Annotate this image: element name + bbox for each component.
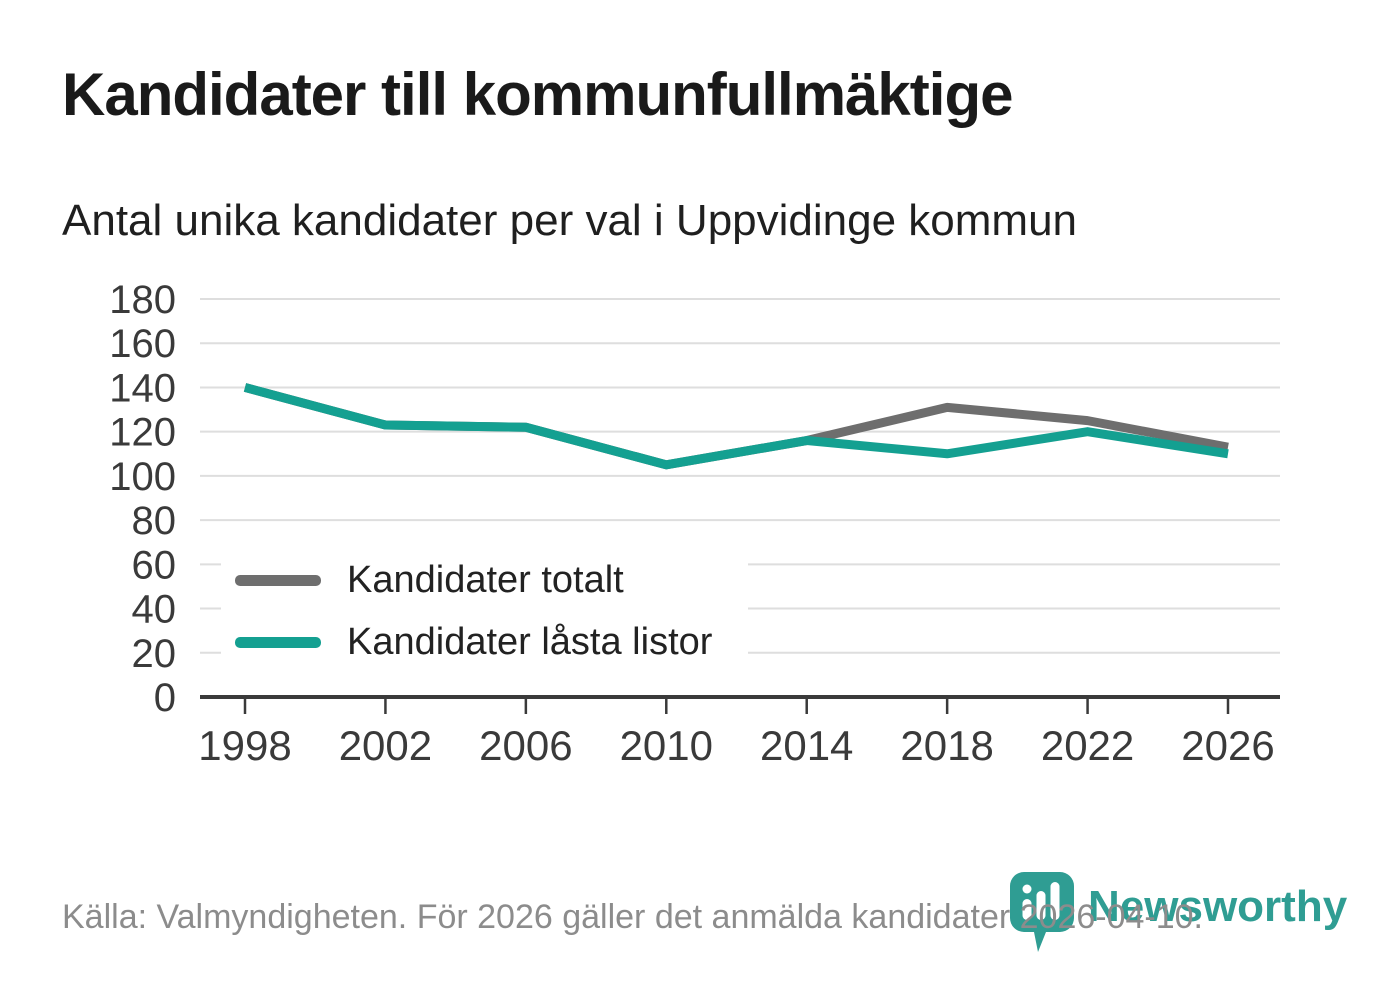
- x-tick-label: 2014: [760, 722, 853, 769]
- legend-item-locked-lists: Kandidater låsta listor: [235, 618, 712, 666]
- y-tick-label: 120: [109, 411, 176, 455]
- x-tick-label: 2026: [1181, 722, 1274, 769]
- newsworthy-icon: [1010, 872, 1074, 952]
- page-title: Kandidater till kommunfullmäktige: [62, 61, 1013, 128]
- x-tick-label: 2010: [620, 722, 713, 769]
- legend-swatch-locked-lists-icon: [235, 636, 321, 648]
- chart-legend: Kandidater totalt Kandidater låsta listo…: [221, 546, 749, 680]
- x-tick-label: 1998: [198, 722, 291, 769]
- newsworthy-logo-text: Newsworthy: [1088, 882, 1348, 931]
- page-subtitle: Antal unika kandidater per val i Uppvidi…: [62, 196, 1078, 245]
- legend-label-locked-lists: Kandidater låsta listor: [347, 620, 713, 663]
- newsworthy-logo: Newsworthy: [1010, 872, 1347, 954]
- y-tick-label: 20: [132, 632, 177, 676]
- legend-swatch-total-icon: [235, 574, 321, 586]
- y-tick-label: 40: [132, 588, 177, 632]
- y-tick-label: 160: [109, 322, 176, 366]
- y-tick-label: 180: [109, 278, 176, 322]
- y-tick-label: 0: [154, 676, 176, 720]
- x-tick-label: 2002: [339, 722, 432, 769]
- y-tick-label: 60: [132, 543, 177, 587]
- series-line-locked-lists: [243, 383, 1229, 470]
- y-tick-label: 140: [109, 366, 176, 410]
- x-tick-label: 2018: [900, 722, 993, 769]
- legend-label-total: Kandidater totalt: [347, 558, 624, 601]
- y-tick-label: 100: [109, 455, 176, 499]
- y-tick-label: 80: [132, 499, 177, 543]
- legend-item-total: Kandidater totalt: [235, 556, 712, 604]
- source-note: Källa: Valmyndigheten. För 2026 gäller d…: [62, 898, 1203, 936]
- x-tick-label: 2006: [479, 722, 572, 769]
- x-tick-label: 2022: [1041, 722, 1134, 769]
